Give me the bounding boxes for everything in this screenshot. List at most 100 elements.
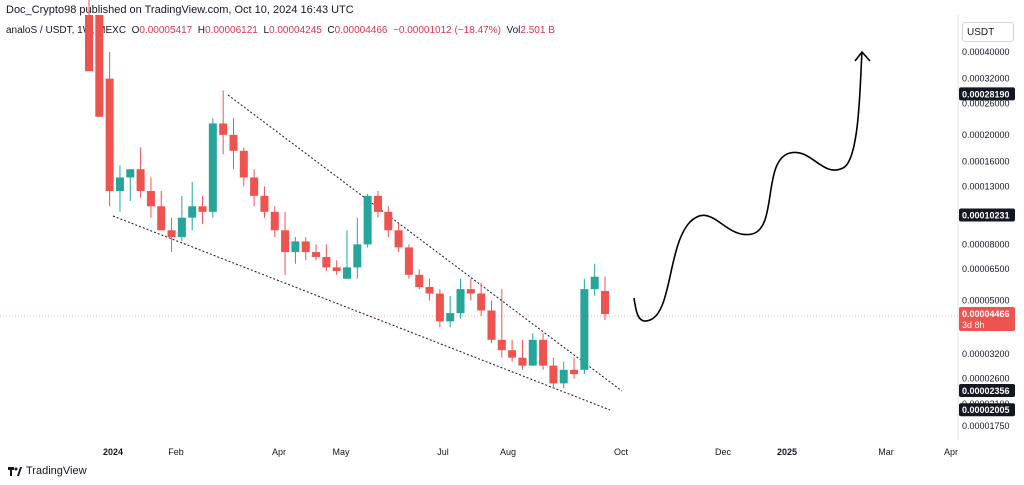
candle bbox=[115, 165, 124, 212]
candle-body bbox=[446, 313, 455, 322]
candle-body bbox=[580, 289, 589, 370]
low-value: 0.00004245 bbox=[269, 25, 322, 36]
price-badge bbox=[959, 383, 1015, 397]
symbol-label[interactable]: analoS / USDT, 1W, MEXC bbox=[6, 25, 127, 36]
arrow-head-icon bbox=[854, 50, 871, 62]
time-tick-label: Apr bbox=[944, 447, 958, 457]
candle-body bbox=[456, 289, 465, 314]
candle bbox=[270, 206, 279, 238]
candle-body bbox=[260, 195, 269, 212]
candle bbox=[260, 186, 269, 218]
candle bbox=[146, 177, 155, 218]
price-badge-label: 0.00010231 bbox=[962, 210, 1010, 220]
price-badge-label: 0.00004466 bbox=[962, 309, 1010, 319]
candle-body bbox=[301, 241, 310, 253]
candle bbox=[384, 206, 393, 238]
candle-body bbox=[322, 256, 331, 268]
candle-body bbox=[136, 169, 145, 192]
candle-body bbox=[126, 169, 135, 178]
candle-body bbox=[601, 290, 609, 315]
price-badge-label: 0.00028190 bbox=[962, 89, 1010, 99]
candle-body bbox=[281, 230, 290, 253]
candle bbox=[415, 269, 424, 290]
candle bbox=[167, 217, 176, 253]
candle-body bbox=[528, 339, 537, 366]
candle-body bbox=[590, 276, 599, 290]
candle-body bbox=[549, 365, 558, 384]
currency-button[interactable]: USDT bbox=[962, 22, 1014, 42]
projection-drawing bbox=[633, 51, 863, 322]
candle bbox=[580, 278, 589, 375]
candle bbox=[136, 147, 145, 198]
candle bbox=[559, 361, 568, 389]
price-badge bbox=[959, 208, 1015, 222]
price-axis[interactable]: 0.00040000 0.00032000 0.00026000 0.00020000… bbox=[962, 47, 1010, 431]
price-tick-label: 0.00008000 bbox=[962, 239, 1010, 249]
candle-body bbox=[343, 267, 351, 279]
candle bbox=[312, 244, 321, 261]
candle bbox=[229, 118, 238, 170]
volume-label: Vol bbox=[506, 25, 521, 36]
candle-body bbox=[239, 150, 248, 178]
candle bbox=[208, 118, 217, 218]
candle-body bbox=[229, 134, 238, 151]
candle bbox=[404, 244, 413, 279]
time-axis[interactable]: 2024 Feb Apr May Jul Aug Oct Dec 2025 Mar Apr bbox=[103, 447, 958, 457]
candle bbox=[95, 15, 104, 117]
candle-body bbox=[167, 230, 176, 238]
high-value: 0.00006121 bbox=[205, 25, 258, 36]
low-label: L bbox=[263, 25, 269, 36]
candle bbox=[157, 191, 166, 231]
time-tick-label: 2025 bbox=[777, 447, 797, 457]
footer-logo-text[interactable]: TradingView bbox=[26, 465, 87, 477]
time-tick-label: Feb bbox=[168, 447, 184, 457]
candle-body bbox=[487, 310, 496, 340]
price-tick-label: 0.00013000 bbox=[962, 181, 1010, 191]
candle bbox=[363, 193, 372, 248]
candle-body bbox=[404, 247, 413, 275]
candle bbox=[250, 169, 259, 207]
price-tick-label: 0.00006500 bbox=[962, 264, 1010, 274]
candle-body bbox=[219, 123, 228, 135]
candle bbox=[518, 339, 527, 370]
candle bbox=[570, 357, 579, 379]
candle-body bbox=[105, 78, 114, 192]
volume-value: 2.501 B bbox=[520, 25, 555, 36]
price-tick-label: 0.00032000 bbox=[962, 74, 1010, 84]
candle-body bbox=[312, 252, 321, 257]
price-tick-label: 0.00016000 bbox=[962, 157, 1010, 167]
price-badge bbox=[959, 403, 1015, 417]
candle bbox=[177, 195, 186, 242]
candle bbox=[549, 357, 558, 389]
candle-body bbox=[425, 286, 434, 294]
open-value: 0.00005417 bbox=[139, 25, 193, 36]
tradingview-logo-icon bbox=[8, 466, 22, 476]
price-badge-label: 0.00002356 bbox=[962, 386, 1010, 396]
candle bbox=[539, 333, 548, 370]
candle-body bbox=[466, 289, 475, 294]
candle-body bbox=[570, 369, 579, 375]
candle bbox=[105, 52, 114, 207]
candle-body bbox=[508, 350, 517, 358]
candle bbox=[239, 147, 248, 187]
time-tick-label: Oct bbox=[614, 447, 629, 457]
footer: TradingView bbox=[8, 465, 87, 477]
candle-body bbox=[353, 244, 362, 268]
candle-body bbox=[291, 241, 300, 253]
candle-body bbox=[394, 230, 403, 248]
time-tick-label: May bbox=[332, 447, 350, 457]
candle-body bbox=[384, 211, 393, 231]
lower-trendline bbox=[112, 215, 611, 411]
candle-body bbox=[157, 206, 166, 231]
price-tick-label: 0.00040000 bbox=[962, 47, 1010, 57]
candle-body bbox=[146, 191, 155, 207]
price-badge-label: 0.00002005 bbox=[962, 405, 1010, 415]
candle-body bbox=[270, 211, 279, 231]
price-tick-label: 0.00020000 bbox=[962, 130, 1010, 140]
candle bbox=[188, 181, 197, 231]
candle bbox=[497, 289, 506, 358]
candle-body bbox=[497, 339, 506, 351]
candle-body bbox=[435, 293, 444, 322]
